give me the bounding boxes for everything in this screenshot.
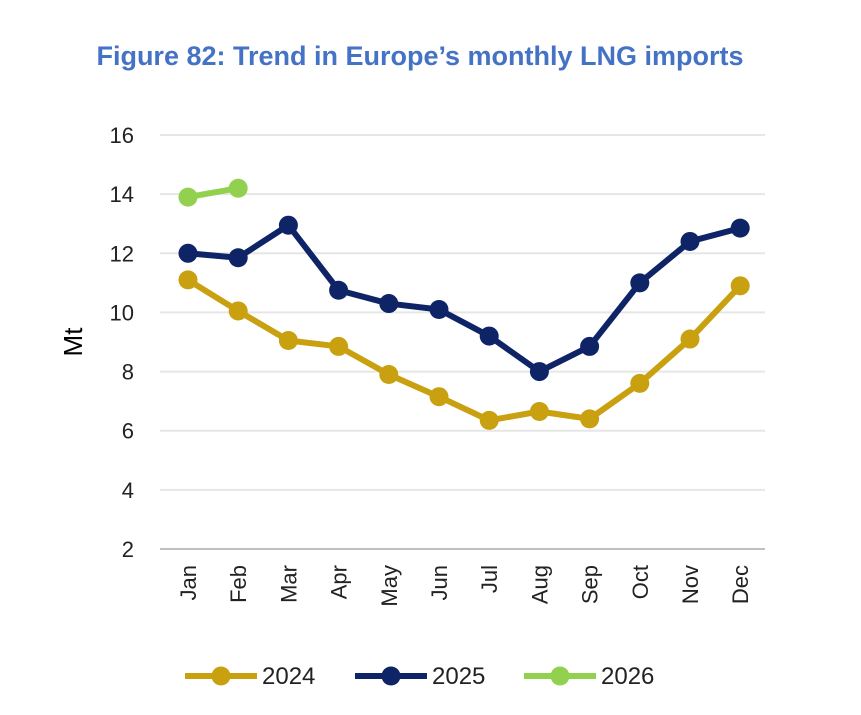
data-point	[278, 215, 298, 235]
data-point	[228, 248, 248, 268]
x-tick-label: Dec	[728, 565, 753, 604]
series-2025	[178, 215, 750, 382]
legend-label: 2025	[432, 663, 485, 690]
x-tick-label: Apr	[327, 565, 352, 599]
x-tick-label: May	[377, 565, 402, 607]
y-tick-label: 16	[110, 123, 134, 148]
data-point	[178, 243, 198, 263]
data-point	[680, 231, 700, 251]
series-line	[187, 222, 741, 375]
x-tick-label: Oct	[628, 565, 653, 599]
y-tick-label: 2	[122, 537, 134, 562]
y-tick-label: 14	[110, 182, 134, 207]
x-tick-label: Jan	[176, 565, 201, 600]
y-axis-label: Mt	[58, 327, 88, 357]
data-point	[630, 273, 650, 293]
data-point	[228, 178, 248, 198]
y-tick-label: 10	[110, 300, 134, 325]
data-point	[529, 401, 549, 421]
data-point	[429, 299, 449, 319]
data-point	[228, 301, 248, 321]
data-point	[329, 336, 349, 356]
y-tick-label: 6	[122, 419, 134, 444]
y-tick-label: 4	[122, 478, 134, 503]
data-point	[379, 365, 399, 385]
series-2024	[178, 270, 750, 430]
data-point	[178, 187, 198, 207]
data-point	[580, 409, 600, 429]
series-line	[186, 277, 743, 424]
chart-title: Figure 82: Trend in Europe’s monthly LNG…	[96, 41, 743, 71]
x-tick-label: Aug	[527, 565, 552, 604]
legend-item-2025: 2025	[355, 663, 485, 690]
data-point	[529, 362, 549, 382]
x-tick-label: Sep	[578, 565, 603, 604]
legend-marker	[550, 666, 570, 686]
data-point	[479, 410, 499, 430]
x-tick-label: Mar	[276, 565, 301, 603]
data-point	[479, 326, 499, 346]
legend-marker	[211, 666, 231, 686]
legend-label: 2024	[262, 663, 315, 690]
series-2026	[178, 178, 248, 207]
legend-label: 2026	[601, 663, 654, 690]
y-tick-label: 12	[110, 241, 134, 266]
legend-item-2026: 2026	[524, 663, 654, 690]
data-point	[730, 218, 750, 238]
legend-marker	[381, 666, 401, 686]
y-tick-label: 8	[122, 360, 134, 385]
data-point	[580, 336, 600, 356]
data-point	[379, 294, 399, 314]
data-point	[730, 276, 750, 296]
data-point	[680, 329, 700, 349]
legend-item-2024: 2024	[185, 663, 315, 690]
data-point	[329, 280, 349, 300]
x-tick-label: Jul	[477, 565, 502, 593]
x-tick-label: Nov	[678, 565, 703, 604]
x-tick-label: Feb	[226, 565, 251, 603]
data-point	[630, 373, 650, 393]
data-point	[429, 387, 449, 407]
x-tick-label: Jun	[427, 565, 452, 600]
data-point	[278, 331, 298, 351]
data-point	[178, 270, 198, 290]
